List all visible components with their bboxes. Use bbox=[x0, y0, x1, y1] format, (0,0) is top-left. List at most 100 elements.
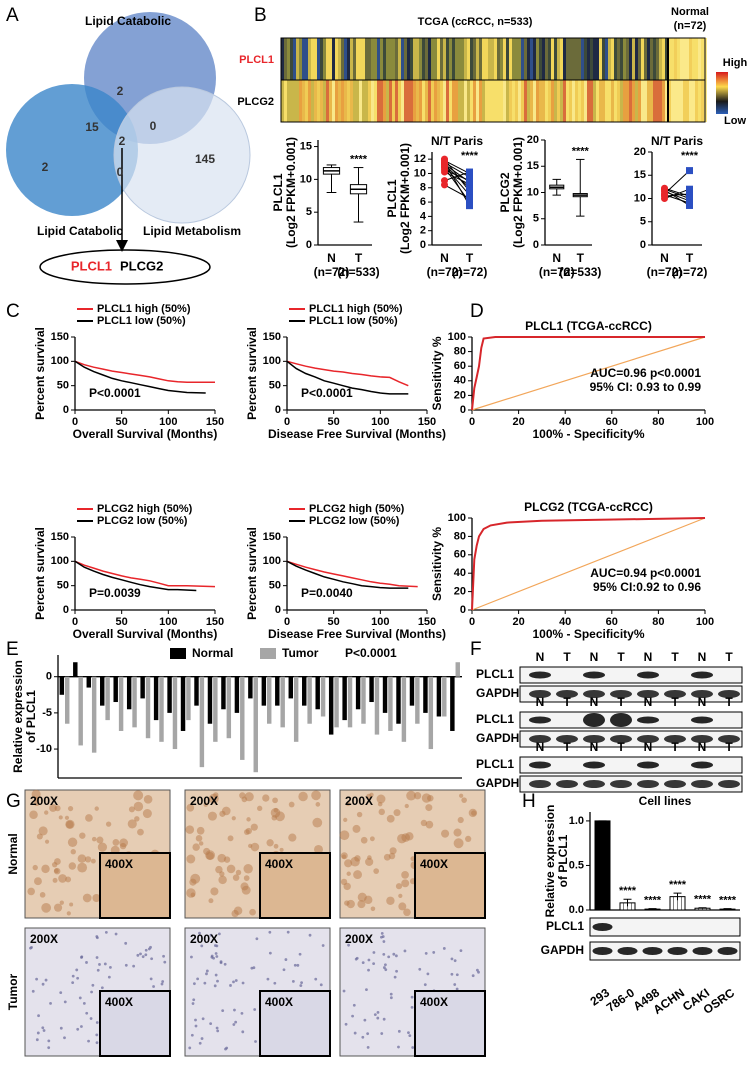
blot-band bbox=[529, 780, 551, 788]
heatmap-stripe bbox=[638, 80, 641, 122]
bar bbox=[409, 676, 415, 706]
heatmap-stripe bbox=[386, 80, 389, 122]
lane-label: N bbox=[536, 740, 545, 754]
bar bbox=[140, 676, 145, 699]
y-tick-label: 10 bbox=[634, 192, 646, 204]
bar bbox=[436, 676, 442, 717]
ihc-texture bbox=[207, 811, 217, 821]
ihc-texture bbox=[96, 968, 100, 972]
heatmap-stripe bbox=[521, 38, 524, 80]
ihc-texture bbox=[75, 968, 79, 972]
blot-band bbox=[718, 735, 740, 743]
heatmap-stripe bbox=[335, 38, 338, 80]
ihc-texture bbox=[89, 1017, 93, 1020]
blot-band bbox=[583, 735, 605, 743]
heatmap-stripe bbox=[311, 38, 314, 80]
heatmap-stripe bbox=[566, 80, 569, 122]
y-tick-label: 40 bbox=[454, 567, 466, 579]
y-tick-label: 40 bbox=[454, 375, 466, 387]
ihc-inset bbox=[99, 990, 171, 1057]
annotation: **** bbox=[572, 145, 590, 157]
ihc-texture bbox=[389, 996, 393, 1000]
heatmap-stripe bbox=[674, 38, 677, 80]
x-tick-label: N bbox=[660, 251, 669, 265]
heatmap-stripe bbox=[329, 38, 332, 80]
bar bbox=[342, 676, 347, 721]
ihc-texture bbox=[288, 833, 297, 842]
ihc-texture bbox=[232, 980, 235, 984]
ihc-texture bbox=[38, 826, 48, 836]
legend-label: PLCL1 low (50%) bbox=[97, 315, 186, 327]
ihc-texture bbox=[39, 892, 46, 898]
ihc-texture bbox=[275, 811, 285, 822]
heatmap-stripe bbox=[368, 38, 371, 80]
ihc-texture bbox=[352, 824, 361, 833]
panel-label: B bbox=[254, 5, 267, 26]
ihc-texture bbox=[234, 979, 238, 982]
heatmap-stripe bbox=[680, 38, 683, 80]
heatmap-stripe bbox=[311, 80, 314, 122]
ihc-texture bbox=[226, 864, 236, 874]
ihc-texture bbox=[381, 935, 385, 938]
bar bbox=[172, 676, 178, 750]
pair-line bbox=[444, 165, 470, 196]
blot-band bbox=[610, 690, 632, 698]
lane-label: N bbox=[698, 740, 707, 754]
y-tick-label: 15 bbox=[527, 160, 539, 172]
heatmap-stripe bbox=[284, 80, 287, 122]
x-tick-label: 150 bbox=[418, 416, 436, 428]
heatmap-stripe bbox=[332, 80, 335, 122]
heatmap-stripe bbox=[440, 38, 443, 80]
ihc-texture bbox=[241, 981, 245, 985]
ihc-texture bbox=[255, 937, 259, 941]
heatmap-stripe bbox=[590, 38, 593, 80]
ihc-texture bbox=[41, 982, 45, 986]
blot-band bbox=[637, 761, 659, 769]
y-tick-label: 100 bbox=[51, 555, 69, 567]
heatmap-stripe bbox=[635, 38, 638, 80]
ihc-texture bbox=[84, 856, 92, 863]
x-tick-label: 20 bbox=[512, 416, 524, 428]
heatmap-stripe bbox=[548, 80, 551, 122]
heatmap-stripe bbox=[701, 80, 704, 122]
heatmap-stripe bbox=[680, 80, 683, 122]
lane-label: T bbox=[725, 695, 733, 709]
x-tick-label: 40 bbox=[559, 416, 571, 428]
heatmap-stripe bbox=[503, 38, 506, 80]
heatmap-stripe bbox=[461, 38, 464, 80]
annotation: P=0.0039 bbox=[89, 586, 141, 600]
heatmap-stripe bbox=[608, 38, 611, 80]
x-tick-sublabel: (n=533) bbox=[559, 265, 601, 279]
heatmap-stripe bbox=[302, 80, 305, 122]
bar bbox=[275, 676, 280, 706]
ihc-texture bbox=[96, 836, 104, 844]
heatmap-stripe bbox=[599, 38, 602, 80]
heatmap-stripe bbox=[527, 80, 530, 122]
x-tick-label: 100 bbox=[371, 616, 389, 628]
heatmap-stripe bbox=[647, 80, 650, 122]
blot-strip bbox=[589, 941, 741, 961]
heatmap-stripe bbox=[482, 80, 485, 122]
heatmap-stripe bbox=[341, 38, 344, 80]
ihc-texture bbox=[54, 805, 61, 812]
heatmap-stripe bbox=[557, 80, 560, 122]
heatmap-stripe bbox=[317, 38, 320, 80]
heatmap-stripe bbox=[383, 80, 386, 122]
ihc-texture bbox=[240, 1011, 244, 1015]
ihc-texture bbox=[373, 868, 380, 874]
ihc-texture bbox=[392, 952, 396, 956]
heatmap-stripe bbox=[401, 38, 404, 80]
heatmap-stripe bbox=[620, 80, 623, 122]
heatmap-stripe bbox=[458, 80, 461, 122]
x-tick-label: 50 bbox=[328, 616, 340, 628]
point bbox=[686, 199, 693, 207]
ihc-texture bbox=[273, 981, 277, 985]
ihc-texture bbox=[124, 941, 128, 945]
ihc-texture bbox=[85, 1011, 89, 1015]
point bbox=[686, 192, 693, 200]
pair-line bbox=[444, 160, 470, 174]
x-tick-label: 80 bbox=[652, 616, 664, 628]
ihc-texture bbox=[455, 973, 459, 977]
ihc-texture bbox=[124, 963, 128, 967]
ihc-texture bbox=[109, 965, 112, 969]
